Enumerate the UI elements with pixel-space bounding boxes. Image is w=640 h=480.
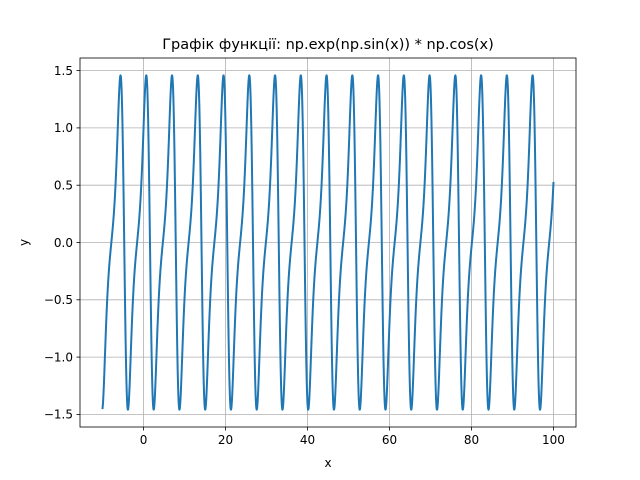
x-tick-label: 20 [218,433,233,447]
y-tick-label: −1.0 [44,350,73,364]
y-tick-label: −0.5 [44,293,73,307]
x-tick-label: 80 [464,433,479,447]
x-tick-label: 40 [300,433,315,447]
y-tick-label: 0.0 [54,236,73,250]
x-axis: 0 20 40 60 80 100 [140,427,565,447]
y-axis-label: y [17,239,31,246]
y-tick-label: 0.5 [54,179,73,193]
series-group [101,74,555,411]
y-axis: −1.5 −1.0 −0.5 0.0 0.5 1.0 1.5 [44,64,80,422]
series-line [101,74,555,411]
y-tick-label: 1.0 [54,121,73,135]
x-tick-label: 60 [382,433,397,447]
chart-title: Графік функції: np.exp(np.sin(x)) * np.c… [162,37,494,53]
x-tick-label: 0 [140,433,148,447]
x-tick-label: 100 [542,433,565,447]
y-tick-label: 1.5 [54,64,73,78]
y-tick-label: −1.5 [44,408,73,422]
x-axis-label: x [324,456,331,470]
